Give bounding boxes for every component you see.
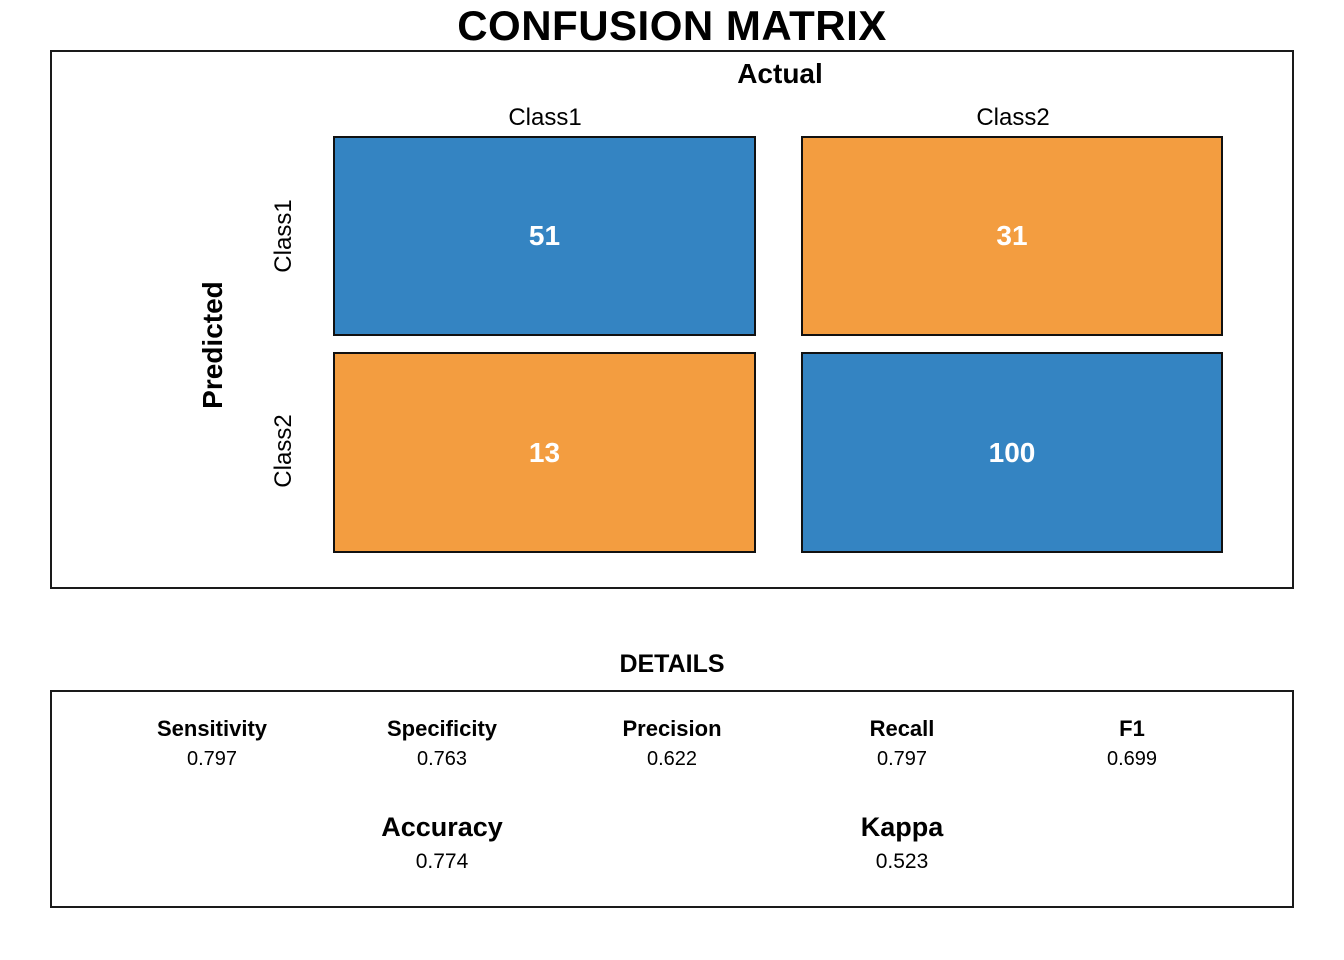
summary-value: 0.523: [875, 850, 929, 873]
column-label-class1: Class1: [508, 104, 582, 131]
metric-value: 0.699: [1106, 748, 1158, 770]
actual-axis-label: Actual: [737, 58, 823, 89]
page-title: CONFUSION MATRIX: [457, 2, 887, 49]
metric-label: Specificity: [386, 716, 498, 741]
matrix-cell-true-class2: 100: [801, 352, 1223, 553]
cell-value: 31: [996, 220, 1028, 251]
details-heading: DETAILS: [619, 650, 725, 678]
cell-value: 51: [528, 220, 561, 251]
matrix-cell-false-class2: 31: [801, 136, 1223, 336]
cell-value: 13: [528, 436, 561, 468]
details-panel: Sensitivity 0.797 Specificity 0.763 Prec…: [50, 690, 1294, 908]
metric-value: 0.622: [646, 748, 698, 770]
metric-label: Sensitivity: [156, 716, 268, 741]
metric-value: 0.797: [186, 748, 238, 770]
row-label-class2: Class2: [270, 414, 297, 488]
matrix-cell-true-class1: 51: [333, 136, 756, 336]
column-label-class2: Class2: [976, 104, 1050, 131]
cell-value: 100: [988, 436, 1036, 468]
metric-value: 0.763: [416, 748, 468, 770]
summary-label: Accuracy: [381, 812, 503, 842]
summary-label: Kappa: [860, 812, 944, 842]
metric-label: Precision: [622, 716, 722, 741]
metric-label: F1: [1119, 716, 1145, 741]
matrix-panel: Actual Class1 Class2 Predicted Class1 Cl…: [50, 50, 1294, 589]
summary-value: 0.774: [415, 850, 469, 873]
row-label-class1: Class1: [270, 199, 297, 273]
predicted-axis-label: Predicted: [197, 281, 228, 409]
metric-value: 0.797: [876, 748, 928, 770]
metric-label: Recall: [869, 716, 935, 741]
matrix-cell-false-class1: 13: [333, 352, 756, 553]
